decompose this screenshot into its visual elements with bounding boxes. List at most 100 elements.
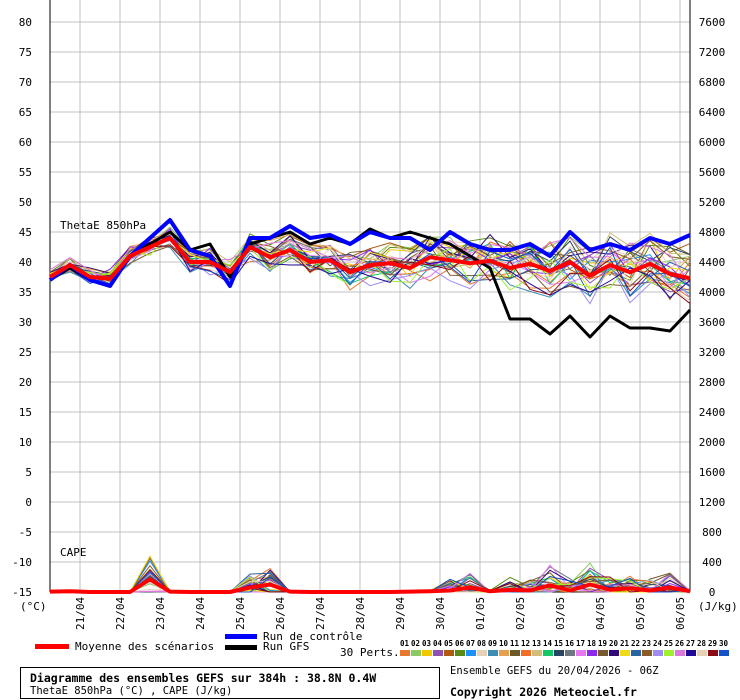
copyright: Copyright 2026 Meteociel.fr — [450, 685, 637, 699]
legend-control-label: Run de contrôle — [263, 630, 363, 643]
legend-member-swatch — [411, 650, 421, 656]
legend-member-number: 01 — [400, 639, 410, 648]
legend-member-swatch — [488, 650, 498, 656]
y-tick-label-left: 20 — [19, 376, 32, 389]
y-tick-label-left: 25 — [19, 346, 32, 359]
thetae-annotation: ThetaE 850hPa — [60, 219, 146, 232]
legend-member-number: 13 — [532, 639, 542, 648]
x-tick-label: 05/05 — [634, 597, 647, 630]
chart-subtitle: ThetaE 850hPa (°C) , CAPE (J/kg) — [30, 685, 233, 697]
x-tick-label: 24/04 — [194, 597, 207, 630]
x-tick-label: 22/04 — [114, 597, 127, 630]
y-tick-label-right: 4800 — [699, 226, 726, 239]
legend-member-number: 16 — [565, 639, 575, 648]
y-tick-label-right: 3600 — [699, 316, 726, 329]
y-tick-label-right: 2000 — [699, 436, 726, 449]
legend-gfs-label: Run GFS — [263, 640, 310, 653]
legend-member-swatch — [543, 650, 553, 656]
y-tick-label-left: 50 — [19, 196, 32, 209]
x-tick-label: 21/04 — [74, 597, 87, 630]
legend-member-number: 07 — [466, 639, 476, 648]
x-tick-label: 06/05 — [674, 597, 687, 630]
x-tick-label: 03/05 — [554, 597, 567, 630]
legend-gfs-line — [225, 645, 257, 650]
y-tick-label-right: 4400 — [699, 256, 726, 269]
legend-control-line — [225, 634, 257, 639]
x-tick-label: 27/04 — [314, 597, 327, 630]
y-tick-label-right: 6000 — [699, 136, 726, 149]
right-axis-unit: (J/kg) — [698, 600, 738, 613]
y-tick-label-right: 6800 — [699, 76, 726, 89]
y-tick-label-right: 2800 — [699, 376, 726, 389]
legend-member-number: 18 — [587, 639, 597, 648]
legend-member-swatch — [609, 650, 619, 656]
y-tick-label-left: -10 — [12, 556, 32, 569]
x-tick-label: 30/04 — [434, 597, 447, 630]
legend-member-swatch — [642, 650, 652, 656]
legend-member-number: 21 — [620, 639, 630, 648]
y-tick-label-left: 75 — [19, 46, 32, 59]
legend-member-number: 11 — [510, 639, 520, 648]
mean-cape-line — [49, 577, 691, 594]
legend-member-number: 10 — [499, 639, 509, 648]
legend-member-number: 30 — [719, 639, 729, 648]
legend-member-number: 28 — [697, 639, 707, 648]
y-tick-label-left: 55 — [19, 166, 32, 179]
legend-member-swatch — [631, 650, 641, 656]
title-box: Diagramme des ensembles GEFS sur 384h : … — [20, 667, 440, 699]
y-tick-label-left: 60 — [19, 136, 32, 149]
y-tick-label-left: 10 — [19, 436, 32, 449]
member-line-29 — [49, 243, 691, 304]
legend-member-swatch — [708, 650, 718, 656]
legend-member-number: 20 — [609, 639, 619, 648]
y-tick-label-left: -5 — [19, 526, 32, 539]
x-tick-label: 28/04 — [354, 597, 367, 630]
legend-member-swatch — [576, 650, 586, 656]
legend-member-number: 09 — [488, 639, 498, 648]
y-tick-label-right: 5200 — [699, 196, 726, 209]
y-tick-label-left: 15 — [19, 406, 32, 419]
legend-member-swatch — [587, 650, 597, 656]
y-tick-label-left: 80 — [19, 16, 32, 29]
legend-member-swatch — [598, 650, 608, 656]
y-tick-label-left: 5 — [25, 466, 32, 479]
legend-member-swatch — [510, 650, 520, 656]
y-tick-label-right: 0 — [709, 586, 716, 599]
legend-member-number: 08 — [477, 639, 487, 648]
y-tick-label-right: 1600 — [699, 466, 726, 479]
legend-member-swatch — [565, 650, 575, 656]
y-tick-label-right: 7200 — [699, 46, 726, 59]
legend-member-swatch — [499, 650, 509, 656]
control-line — [48, 218, 691, 288]
legend-member-swatch — [620, 650, 630, 656]
legend-member-swatch — [433, 650, 443, 656]
legend-member-swatch — [719, 650, 729, 656]
member-line-05 — [49, 231, 691, 280]
gefs-ensemble-chart: 80757065605550454035302520151050-5-10-15… — [12, 0, 738, 630]
legend-member-number: 06 — [455, 639, 465, 648]
legend-member-number: 05 — [444, 639, 454, 648]
legend-member-number: 22 — [631, 639, 641, 648]
y-tick-label-right: 1200 — [699, 496, 726, 509]
legend-member-swatch — [686, 650, 696, 656]
y-tick-label-left: -15 — [12, 586, 32, 599]
legend-member-number: 25 — [664, 639, 674, 648]
legend-member-swatch — [455, 650, 465, 656]
legend-member-swatch — [554, 650, 564, 656]
x-tick-label: 01/05 — [474, 597, 487, 630]
cape-annotation: CAPE — [60, 546, 87, 559]
x-tick-label: 29/04 — [394, 597, 407, 630]
legend-member-swatch — [664, 650, 674, 656]
y-tick-label-right: 2400 — [699, 406, 726, 419]
y-tick-label-right: 7600 — [699, 16, 726, 29]
legend-member-number: 19 — [598, 639, 608, 648]
y-tick-label-right: 3200 — [699, 346, 726, 359]
y-tick-label-left: 0 — [25, 496, 32, 509]
y-tick-label-left: 30 — [19, 316, 32, 329]
legend-member-swatch — [422, 650, 432, 656]
legend-member-number: 26 — [675, 639, 685, 648]
y-tick-label-right: 800 — [702, 526, 722, 539]
x-tick-label: 26/04 — [274, 597, 287, 630]
legend-member-swatch — [653, 650, 663, 656]
y-tick-label-right: 400 — [702, 556, 722, 569]
